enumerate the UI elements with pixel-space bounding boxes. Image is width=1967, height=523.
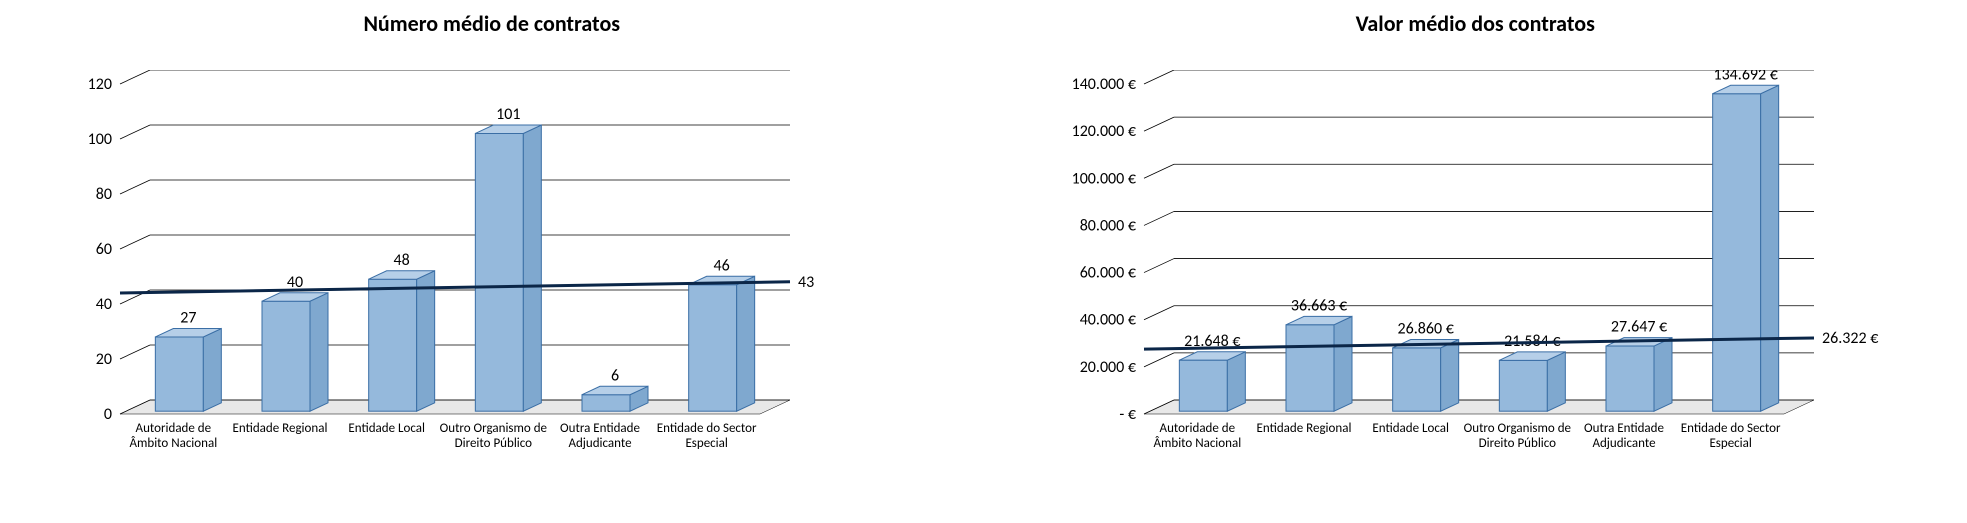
bar (1606, 346, 1654, 411)
category-label: Entidade Regional (233, 421, 328, 436)
y-tick-label: 60.000 € (1079, 264, 1135, 283)
y-tick-label: 60 (96, 240, 112, 259)
y-tick-label: - € (1119, 405, 1136, 424)
bar (689, 285, 737, 412)
bar-value-label: 27.647 € (1610, 318, 1666, 337)
y-tick-label: 0 (104, 405, 112, 424)
trend-label: 26.322 € (1822, 329, 1878, 348)
chart-left: Número médio de contratos 0 20 40 60 80 100 12… (0, 0, 984, 523)
category-label: Adjudicante (568, 436, 631, 451)
bar (582, 395, 630, 412)
bar (1286, 325, 1334, 411)
category-label: Entidade Local (1372, 421, 1449, 436)
category-label: Especial (685, 436, 727, 451)
y-tick-label: 120.000 € (1071, 122, 1135, 141)
category-label: Direito Público (1478, 436, 1556, 451)
category-label: Outra Entidade (560, 421, 640, 436)
bar (155, 337, 203, 411)
bar-value-label: 26.860 € (1397, 319, 1453, 338)
bar-side (417, 271, 435, 411)
category-label: Especial (1709, 436, 1751, 451)
bar-value-label: 134.692 € (1713, 70, 1777, 84)
category-label: Entidade Regional (1256, 421, 1351, 436)
bar-value-label: 27 (180, 309, 196, 328)
bar-side (523, 125, 541, 411)
category-label: Âmbito Nacional (129, 436, 217, 451)
bar-value-label: 101 (496, 105, 520, 124)
category-label: Autoridade de (1159, 421, 1235, 436)
y-tick-label: 100 (88, 130, 112, 149)
category-label: Autoridade de (136, 421, 212, 436)
category-label: Outro Organismo de (440, 421, 547, 436)
bar-side (203, 329, 221, 412)
trend-label: 43 (798, 273, 814, 292)
bar-value-label: 36.663 € (1290, 296, 1346, 315)
bar (1712, 94, 1760, 411)
bar (262, 301, 310, 411)
y-tick-label: 20.000 € (1079, 358, 1135, 377)
chart-left-svg: 0 20 40 60 80 100 120 27 Autoridade deÂmbito Nac… (40, 70, 890, 474)
category-label: Adjudicante (1592, 436, 1655, 451)
bar-value-label: 6 (611, 366, 619, 385)
y-tick-label: 40 (96, 295, 112, 314)
chart-sidewall (1144, 70, 1174, 414)
y-tick-label: 100.000 € (1071, 169, 1135, 188)
bar (1499, 360, 1547, 411)
bar-side (1654, 338, 1672, 412)
category-label: Outra Entidade (1584, 421, 1664, 436)
category-label: Entidade do Sector (1680, 421, 1780, 436)
dashboard: Número médio de contratos 0 20 40 60 80 100 12… (0, 0, 1967, 523)
bar (1179, 360, 1227, 411)
y-tick-label: 140.000 € (1071, 75, 1135, 94)
bar-side (310, 293, 328, 411)
bar (1392, 348, 1440, 411)
category-label: Outro Organismo de (1463, 421, 1570, 436)
y-tick-label: 80 (96, 185, 112, 204)
bar-value-label: 46 (714, 256, 730, 275)
bar-side (1440, 339, 1458, 411)
bar-side (1760, 85, 1778, 411)
y-tick-label: 120 (88, 75, 112, 94)
chart-right-svg: - € 20.000 € 40.000 € 60.000 € 80.000 € 100.0… (1024, 70, 1914, 474)
chart-right: Valor médio dos contratos - € 20.000 € 40.… (984, 0, 1967, 523)
category-label: Entidade do Sector (657, 421, 757, 436)
bar-side (737, 276, 755, 411)
category-label: Direito Público (455, 436, 533, 451)
bar (475, 133, 523, 411)
bar-side (1227, 352, 1245, 411)
bar (369, 279, 417, 411)
chart-right-title: Valor médio dos contratos (984, 10, 1967, 37)
bar-side (1334, 316, 1352, 411)
chart-left-title: Número médio de contratos (0, 10, 984, 37)
bar-side (1547, 352, 1565, 411)
category-label: Entidade Local (348, 421, 425, 436)
bar-value-label: 48 (394, 251, 410, 270)
y-tick-label: 20 (96, 350, 112, 369)
y-tick-label: 80.000 € (1079, 216, 1135, 235)
y-tick-label: 40.000 € (1079, 311, 1135, 330)
category-label: Âmbito Nacional (1153, 436, 1241, 451)
